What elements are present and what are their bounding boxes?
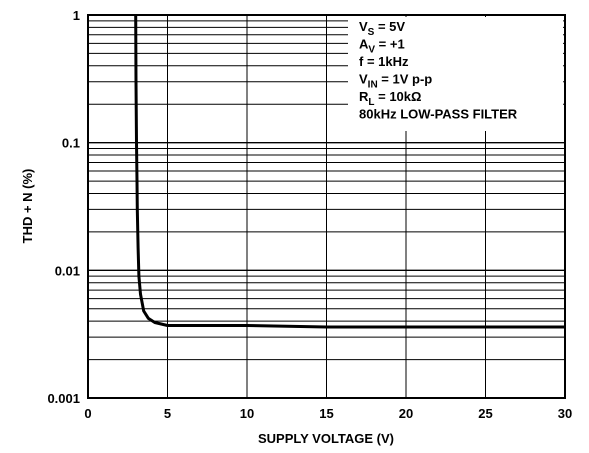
condition-label: 80kHz LOW-PASS FILTER	[359, 107, 518, 122]
series-line	[134, 14, 565, 329]
x-axis-title: SUPPLY VOLTAGE (V)	[258, 431, 394, 446]
x-tick-label: 5	[164, 406, 171, 421]
x-tick-label: 15	[319, 406, 333, 421]
x-tick-label: 30	[558, 406, 572, 421]
y-tick-label: 1	[73, 8, 80, 23]
condition-label: f = 1kHz	[359, 54, 409, 69]
y-axis-title: THD + N (%)	[20, 169, 35, 244]
condition-label: RL = 10kΩ	[359, 89, 421, 108]
y-tick-label: 0.01	[55, 263, 80, 278]
x-tick-label: 10	[240, 406, 254, 421]
condition-label: VIN = 1V p-p	[359, 72, 432, 91]
tick-labels: 0 5 10 15 20 25 30 0.001 0.01 0.1 1	[47, 8, 572, 421]
condition-label: AV = +1	[359, 37, 405, 56]
y-tick-label: 0.1	[62, 136, 80, 151]
x-tick-label: 20	[399, 406, 413, 421]
annotation-background	[348, 17, 563, 131]
x-tick-label: 25	[478, 406, 492, 421]
series-layer	[134, 14, 565, 329]
condition-label: VS = 5V	[359, 19, 405, 38]
y-tick-label: 0.001	[47, 391, 80, 406]
x-tick-label: 0	[84, 406, 91, 421]
plot-frame	[87, 14, 566, 399]
